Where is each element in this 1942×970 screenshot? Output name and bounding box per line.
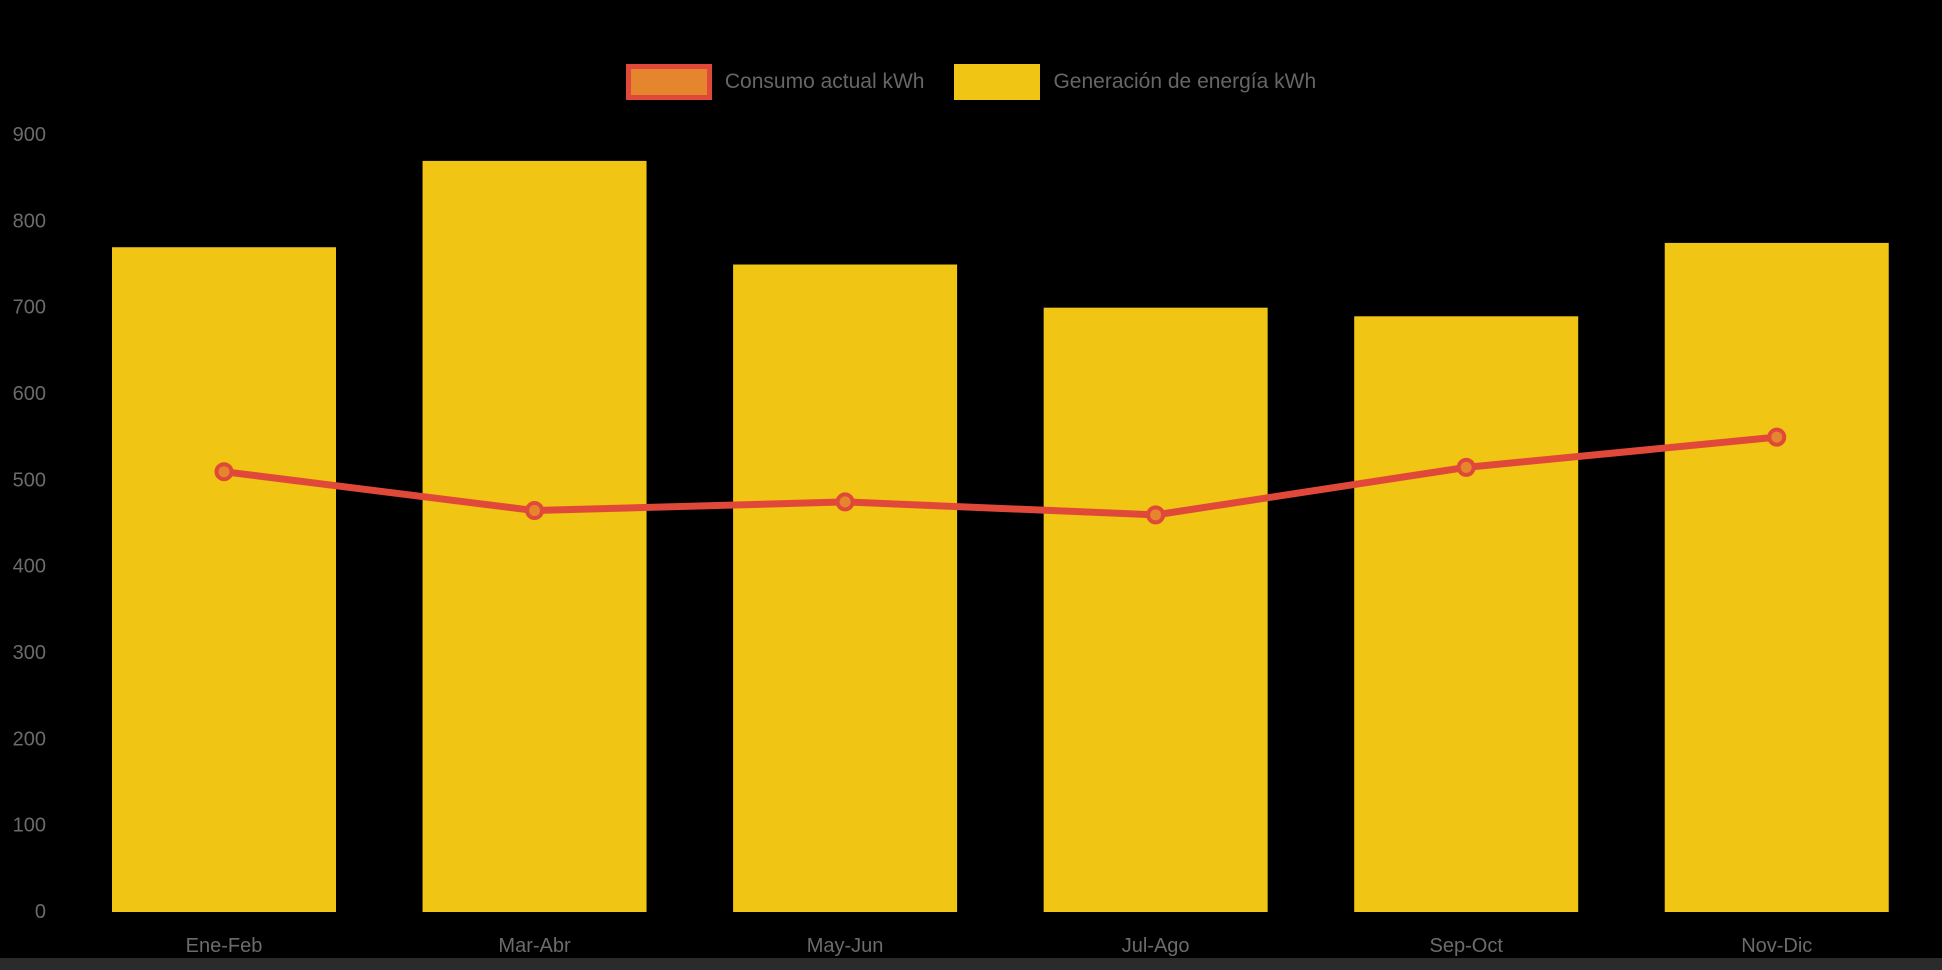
y-tick-label-900: 900 bbox=[13, 124, 46, 146]
line-marker-Nov-Dic[interactable] bbox=[1767, 427, 1787, 447]
line-marker-Mar-Abr[interactable] bbox=[525, 501, 545, 521]
line-marker-Sep-Oct[interactable] bbox=[1456, 457, 1476, 477]
legend-label-generacion: Generación de energía kWh bbox=[1053, 70, 1317, 93]
legend-swatch-consumo-icon bbox=[625, 64, 712, 100]
y-tick-label-800: 800 bbox=[13, 210, 46, 232]
x-tick-label-Ene-Feb: Ene-Feb bbox=[186, 935, 263, 957]
x-tick-label-Nov-Dic: Nov-Dic bbox=[1741, 935, 1812, 957]
chart-legend: Consumo actual kWh Generación de energía… bbox=[0, 64, 1942, 100]
bar-Ene-Feb[interactable] bbox=[112, 247, 336, 912]
line-marker-May-Jun[interactable] bbox=[835, 492, 855, 512]
line-marker-Jul-Ago[interactable] bbox=[1146, 505, 1166, 525]
legend-swatch-generacion-icon bbox=[954, 64, 1041, 100]
legend-item-generacion[interactable]: Generación de energía kWh bbox=[954, 64, 1316, 100]
x-tick-label-Sep-Oct: Sep-Oct bbox=[1430, 935, 1504, 957]
legend-label-consumo: Consumo actual kWh bbox=[724, 70, 925, 93]
bar-Mar-Abr[interactable] bbox=[422, 160, 647, 912]
y-tick-label-700: 700 bbox=[13, 297, 46, 319]
y-tick-label-600: 600 bbox=[13, 383, 46, 405]
x-tick-label-May-Jun: May-Jun bbox=[807, 935, 884, 957]
y-tick-label-100: 100 bbox=[13, 815, 46, 837]
legend-item-consumo[interactable]: Consumo actual kWh bbox=[625, 64, 925, 100]
x-tick-label-Jul-Ago: Jul-Ago bbox=[1122, 935, 1190, 957]
y-tick-label-500: 500 bbox=[13, 469, 46, 491]
x-tick-label-Mar-Abr: Mar-Abr bbox=[498, 935, 571, 957]
consumo-line bbox=[223, 433, 1778, 519]
bar-May-Jun[interactable] bbox=[733, 264, 958, 913]
bar-Sep-Oct[interactable] bbox=[1354, 316, 1579, 912]
bottom-strip bbox=[0, 958, 1942, 970]
y-tick-label-400: 400 bbox=[13, 556, 46, 578]
line-marker-Ene-Feb[interactable] bbox=[214, 462, 234, 482]
y-tick-label-200: 200 bbox=[13, 728, 46, 750]
bar-Nov-Dic[interactable] bbox=[1664, 242, 1889, 912]
y-tick-label-0: 0 bbox=[35, 901, 46, 923]
bar-Jul-Ago[interactable] bbox=[1043, 307, 1268, 913]
y-tick-label-300: 300 bbox=[13, 642, 46, 664]
